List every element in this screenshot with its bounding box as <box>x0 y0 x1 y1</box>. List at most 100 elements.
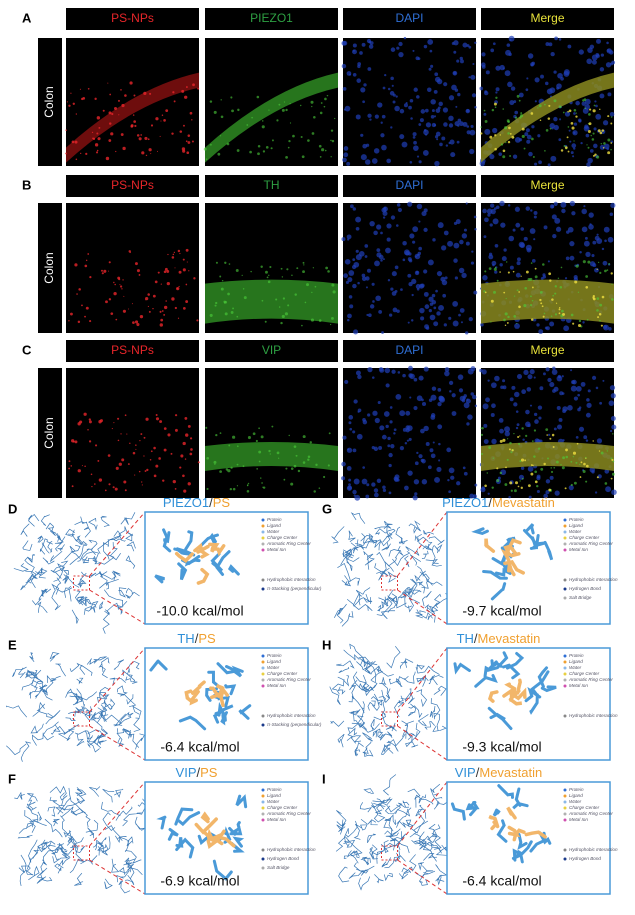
micrograph-content <box>341 201 478 335</box>
red-speck <box>136 269 140 273</box>
red-speck <box>127 308 129 310</box>
legend-item: Aromatic Ring Center <box>266 811 311 816</box>
nucleus <box>582 321 585 324</box>
green-speck <box>318 487 321 489</box>
residue <box>175 837 195 859</box>
nucleus <box>446 447 452 453</box>
nucleus <box>367 367 373 373</box>
nucleus <box>412 136 416 139</box>
merge-speck <box>520 486 523 490</box>
nucleus <box>451 393 456 398</box>
red-speck <box>166 281 170 286</box>
merge-speck <box>517 485 520 488</box>
protein-chain <box>21 669 42 691</box>
zoom-connector <box>397 781 448 847</box>
binding-energy: -6.9 kcal/mol <box>160 873 239 889</box>
protein-chain <box>338 667 350 674</box>
nucleus <box>606 41 609 45</box>
zoom-region <box>73 845 90 861</box>
nucleus <box>483 112 487 116</box>
residue <box>467 800 479 817</box>
nucleus <box>374 417 380 424</box>
protein-chain <box>134 816 146 831</box>
nucleus <box>467 414 473 420</box>
nucleus <box>554 36 558 41</box>
panel-letter: D <box>8 501 17 516</box>
nucleus <box>471 93 477 98</box>
residue <box>512 801 529 810</box>
nucleus <box>411 278 417 285</box>
legend-item: Aromatic Ring Center <box>568 811 613 816</box>
tissue-signal <box>205 279 338 324</box>
nucleus <box>599 144 605 150</box>
nucleus <box>408 365 413 371</box>
protein-chain <box>14 791 25 800</box>
legend-dot <box>261 800 265 804</box>
merge-speck <box>509 481 513 485</box>
nucleus <box>495 65 501 71</box>
nucleus <box>413 377 418 382</box>
nucleus <box>449 139 455 145</box>
red-speck <box>107 454 111 457</box>
merge-speck <box>484 291 487 294</box>
green-speck <box>261 299 264 302</box>
micrograph <box>343 203 476 333</box>
nucleus <box>436 270 443 277</box>
red-speck <box>166 270 170 273</box>
nucleus <box>360 133 364 137</box>
red-speck <box>146 468 149 472</box>
merge-speck <box>599 131 603 135</box>
nucleus <box>493 207 497 210</box>
red-speck <box>119 284 121 286</box>
nucleus <box>595 54 600 59</box>
nucleus <box>398 51 404 58</box>
tissue-signal <box>481 442 614 471</box>
red-speck <box>161 310 164 312</box>
protein-chain <box>35 568 48 576</box>
protein-chain <box>387 596 399 613</box>
nucleus <box>568 129 571 132</box>
nucleus <box>533 215 537 219</box>
green-speck <box>286 268 289 271</box>
nucleus <box>603 226 610 233</box>
merge-speck <box>548 272 552 276</box>
protein-chain <box>88 539 98 556</box>
green-speck <box>552 294 555 297</box>
protein-chain <box>349 643 365 660</box>
nucleus <box>413 479 420 485</box>
residue <box>491 553 507 566</box>
row-label-bg <box>38 203 62 333</box>
red-speck <box>155 413 158 416</box>
red-speck <box>108 483 111 486</box>
red-speck <box>134 124 137 128</box>
legend-item: Salt Bridge <box>267 865 290 870</box>
nucleus <box>530 209 533 212</box>
green-speck <box>321 148 325 152</box>
green-speck <box>275 298 278 301</box>
legend-item: Water <box>267 529 280 534</box>
protein-chain <box>367 700 376 711</box>
protein-chain <box>383 840 395 849</box>
protein-chain <box>72 808 86 814</box>
protein-chain <box>376 551 387 575</box>
green-speck <box>599 271 602 274</box>
red-speck <box>75 113 78 115</box>
protein-chain <box>62 574 69 584</box>
zoom-connector <box>397 589 448 625</box>
nucleus <box>482 403 489 410</box>
green-speck <box>578 319 582 323</box>
channel-header: TH <box>264 178 280 192</box>
merge-speck <box>558 308 561 311</box>
protein-chain <box>359 534 375 549</box>
green-speck <box>235 268 239 272</box>
green-speck <box>205 426 208 429</box>
green-speck <box>553 99 557 103</box>
nucleus <box>344 105 351 112</box>
green-speck <box>533 455 536 458</box>
zoom-connector <box>397 859 448 895</box>
row-label-bg <box>38 368 62 498</box>
legend-dot <box>563 666 567 670</box>
green-speck <box>499 471 503 475</box>
protein-chain <box>337 733 345 748</box>
protein-chain <box>401 586 422 594</box>
